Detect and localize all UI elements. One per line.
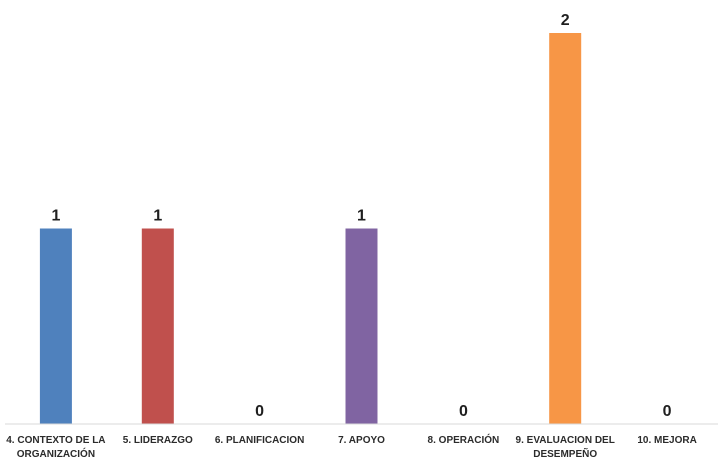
category-label-7: 10. MEJORA [637,435,696,446]
category-label-4: 7. APOYO [338,435,385,446]
data-label-1: 1 [51,208,60,225]
bar-6 [549,33,582,424]
category-label-3: 6. PLANIFICACION [215,435,304,446]
category-label-5: 8. OPERACIÓN [428,433,500,446]
category-label-1: 4. CONTEXTO DE LA ORGANIZACIÓN [6,435,105,460]
data-label-2: 1 [153,208,162,225]
bars-layer [39,33,582,424]
bar-2 [141,228,174,424]
data-label-6: 2 [561,12,570,29]
category-label-6: 9. EVALUACION DEL DESEMPEÑO [516,435,615,460]
bar-4 [345,228,378,424]
data-label-4: 1 [357,208,366,225]
category-labels-layer: 4. CONTEXTO DE LA ORGANIZACIÓN 5. LIDERAZG… [6,433,697,460]
data-label-7: 0 [663,403,672,420]
data-label-5: 0 [459,403,468,420]
value-labels-layer: 1 1 0 1 0 2 0 [51,12,671,420]
bar-1 [39,228,72,424]
data-label-3: 0 [255,403,264,420]
category-label-2: 5. LIDERAZGO [123,435,193,446]
